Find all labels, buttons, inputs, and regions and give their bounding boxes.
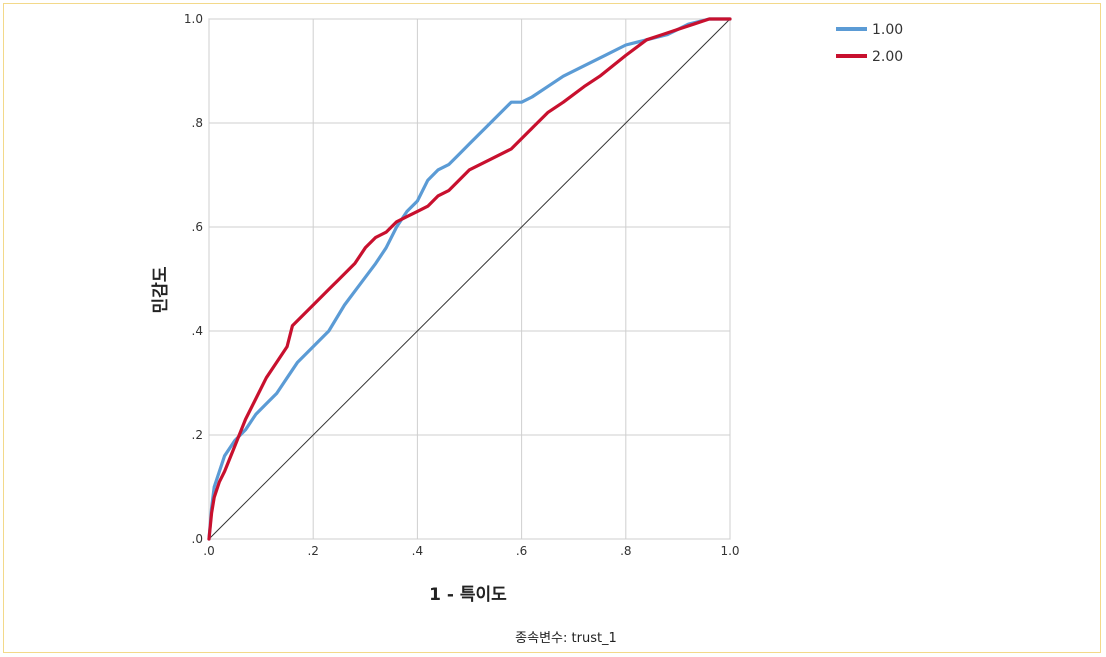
roc-chart: .0.2.4.6.8 1.0 .0.2.4.6.81.0 1 - 특이도 민감도 … <box>151 12 903 646</box>
y-tick-label: .6 <box>192 220 203 234</box>
x-tick-label: .4 <box>412 544 423 558</box>
y-tick-label: .2 <box>192 428 203 442</box>
series-lines <box>207 17 732 541</box>
x-tick-label: 1.0 <box>720 544 739 558</box>
x-tick-label: .8 <box>620 544 631 558</box>
diagonal-reference-line <box>208 18 731 540</box>
y-axis-title: 민감도 <box>151 266 171 313</box>
chart-frame: .0.2.4.6.8 1.0 .0.2.4.6.8 1.0 1 - 특이도 민감도 … <box>3 3 1101 653</box>
x-tick-label: .0 <box>203 544 214 558</box>
y-tick-label: .8 <box>192 116 203 130</box>
y-tick-label: .4 <box>192 324 203 338</box>
y-tick-labels: .0 .2 .4 .6 .8 1.0 <box>184 12 203 546</box>
reference-line <box>208 18 731 540</box>
x-axis-title: 1 - 특이도 <box>429 585 507 605</box>
legend-label: 1.00 <box>872 22 903 38</box>
series-line-2 <box>207 17 732 541</box>
chart-footer: 종속변수: trust_1 <box>515 631 617 646</box>
x-tick-label: .2 <box>307 544 318 558</box>
series-line-1 <box>207 17 732 541</box>
x-tick-labels: .0 .2 .4 .6 .8 1.0 <box>203 544 739 558</box>
legend: 1.00 2.00 <box>836 22 903 65</box>
legend-label: 2.00 <box>872 49 903 65</box>
grid-lines <box>208 18 731 540</box>
x-tick-label: .6 <box>516 544 527 558</box>
y-tick-label: .0 <box>192 532 203 546</box>
y-tick-label: 1.0 <box>184 12 203 26</box>
